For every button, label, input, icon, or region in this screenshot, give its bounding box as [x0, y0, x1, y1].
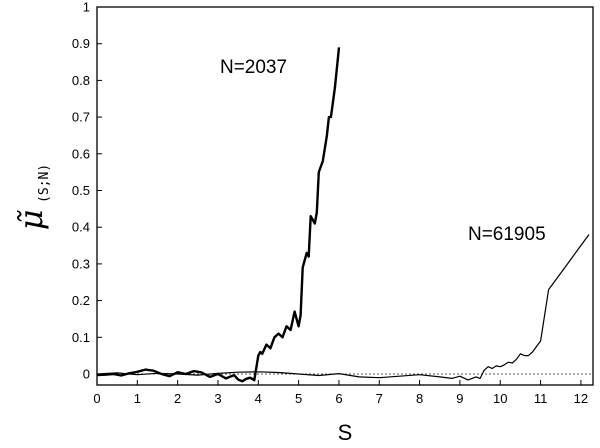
x-tick-label: 0	[93, 391, 100, 406]
x-tick-label: 12	[574, 391, 588, 406]
series-line-1	[96, 47, 341, 383]
y-tick-label: 0	[83, 366, 90, 381]
y-tick-label: 0.6	[72, 146, 90, 161]
y-axis-title-subscript: (S;N)	[37, 164, 52, 203]
x-tick-label: 4	[255, 391, 262, 406]
plot-frame	[96, 6, 594, 386]
y-tick-label: 0.3	[72, 256, 90, 271]
x-tick-label: 5	[295, 391, 302, 406]
x-tick-label: 7	[376, 391, 383, 406]
x-tick-label: 9	[456, 391, 463, 406]
series-line-2	[96, 234, 590, 381]
y-tick-label: 0.2	[72, 293, 90, 308]
x-axis-ticks: 0 1 2 3 4 5 6 7 8 9 10 11 12	[93, 380, 588, 406]
x-tick-label: 2	[174, 391, 181, 406]
y-tick-label: 0.8	[72, 73, 90, 88]
y-tick-label: 0.7	[72, 110, 90, 125]
series-label-1: N=2037	[220, 57, 287, 78]
y-axis-title-main: μ̃	[12, 209, 50, 230]
x-axis-title: S	[338, 420, 353, 445]
y-axis-ticks: 0 0.1 0.2 0.3 0.4 0.5 0.6 0.7 0.8 0.9 1	[72, 0, 102, 381]
y-tick-label: 0.9	[72, 36, 90, 51]
x-tick-label: 8	[416, 391, 423, 406]
y-tick-label: 1	[83, 0, 90, 15]
y-tick-label: 0.1	[72, 330, 90, 345]
series-label-2: N=61905	[468, 224, 546, 245]
y-tick-label: 0.5	[72, 183, 90, 198]
x-tick-label: 1	[134, 391, 141, 406]
x-tick-label: 6	[335, 391, 342, 406]
x-tick-label: 10	[493, 391, 507, 406]
x-tick-label: 11	[534, 391, 548, 406]
series-group: N=2037 N=61905	[96, 47, 590, 383]
x-tick-label: 3	[214, 391, 221, 406]
y-axis-title: μ̃ (S;N)	[12, 164, 52, 230]
y-tick-label: 0.4	[72, 220, 90, 235]
